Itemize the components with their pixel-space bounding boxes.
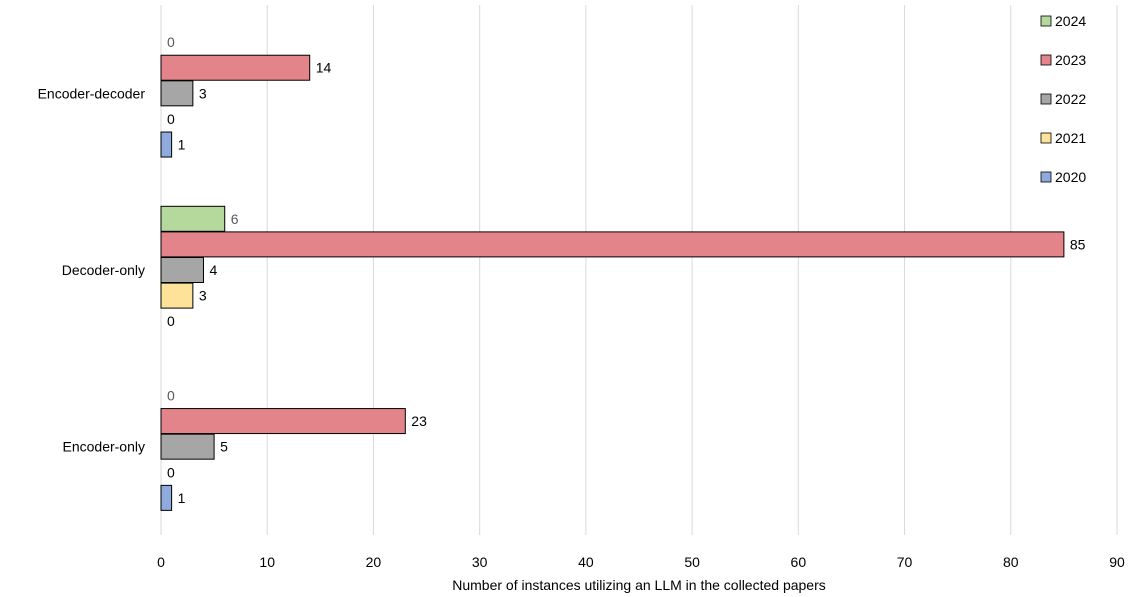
legend: 2024 2023 2022 2021 2020 (1040, 13, 1086, 185)
legend-swatch (1040, 93, 1052, 105)
category-label: Encoder-only (63, 439, 146, 455)
legend-swatch (1040, 54, 1052, 66)
legend-label: 2020 (1055, 169, 1086, 185)
data-label: 5 (220, 439, 228, 455)
data-label: 0 (167, 34, 175, 50)
legend-label: 2021 (1055, 130, 1086, 146)
data-label: 1 (178, 490, 186, 506)
x-tick-label: 30 (472, 554, 488, 570)
data-label: 0 (167, 387, 175, 403)
category-label: Encoder-decoder (38, 85, 146, 101)
data-label: 3 (199, 85, 207, 101)
category-labels: Encoder-decoder Decoder-only Encoder-only (38, 85, 146, 454)
bar (160, 131, 173, 158)
legend-swatch (1040, 132, 1052, 144)
data-label: 6 (231, 211, 239, 227)
data-label: 4 (209, 262, 217, 278)
bar (160, 205, 226, 232)
x-axis-label: Number of instances utilizing an LLM in … (452, 577, 826, 593)
x-tick-label: 90 (1109, 554, 1125, 570)
bar (160, 231, 1065, 258)
category-label: Decoder-only (62, 262, 145, 278)
legend-label: 2023 (1055, 52, 1086, 68)
bars (160, 54, 1065, 511)
bar (160, 257, 204, 283)
data-label: 3 (199, 288, 207, 304)
x-tick-label: 80 (1003, 554, 1019, 570)
data-label: 0 (167, 111, 175, 127)
legend-swatch (1040, 171, 1052, 183)
x-tick-label: 60 (791, 554, 807, 570)
bar (160, 282, 194, 309)
data-label: 85 (1070, 236, 1086, 252)
bar (160, 484, 173, 511)
data-label: 23 (411, 413, 427, 429)
bar (160, 80, 194, 107)
data-label: 1 (178, 137, 186, 153)
gridlines (160, 5, 1118, 535)
bar (160, 408, 406, 435)
x-tick-label: 70 (897, 554, 913, 570)
x-tick-label: 50 (684, 554, 700, 570)
data-label: 0 (167, 313, 175, 329)
x-tick-label: 20 (366, 554, 382, 570)
x-tick-label: 10 (259, 554, 275, 570)
x-tick-label: 40 (578, 554, 594, 570)
bar (160, 54, 311, 81)
data-label: 14 (316, 60, 332, 76)
x-tick-label: 0 (157, 554, 165, 570)
data-label: 0 (167, 464, 175, 480)
legend-swatch (1040, 15, 1052, 27)
legend-label: 2024 (1055, 13, 1086, 29)
x-tick-labels: 0 10 20 30 40 50 60 70 80 90 (157, 554, 1125, 570)
bar (160, 433, 215, 460)
legend-label: 2022 (1055, 91, 1086, 107)
